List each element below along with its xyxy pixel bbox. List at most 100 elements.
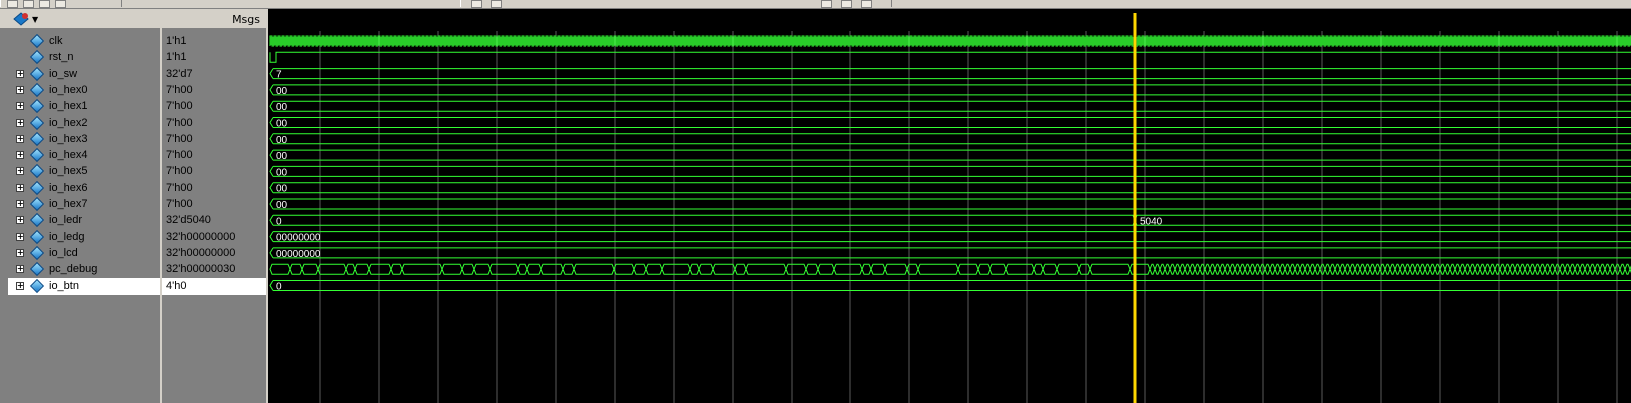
toolbar-button[interactable] — [861, 0, 872, 8]
signal-row-io-hex3[interactable]: + io_hex3 — [0, 131, 160, 148]
bus-value-label: 00 — [276, 135, 288, 146]
toolbar-button[interactable] — [471, 0, 482, 8]
signal-value-row[interactable]: 7'h00 — [162, 98, 266, 115]
toolbar-button[interactable] — [23, 0, 34, 8]
toolbar-button[interactable] — [491, 0, 502, 8]
waveform-io-lcd[interactable]: 00000000 — [269, 247, 1631, 260]
waveform-rst-n[interactable] — [269, 51, 1631, 63]
signal-value: 32'h00000000 — [166, 246, 236, 259]
signal-value-row[interactable]: 7'h00 — [162, 180, 266, 197]
signal-row-clk[interactable]: clk — [0, 33, 160, 50]
signal-value-row[interactable]: 32'd7 — [162, 66, 266, 83]
waveform-io-ledr[interactable]: 0 5040 — [269, 214, 1631, 227]
waveform-io-hex4[interactable]: 00 — [269, 149, 1631, 162]
waveform-io-sw[interactable]: 7 — [269, 68, 1631, 81]
signal-row-io-hex7[interactable]: + io_hex7 — [0, 196, 160, 213]
expand-icon[interactable]: + — [16, 182, 24, 192]
toolbar-button[interactable] — [821, 0, 832, 8]
signal-value: 1'h1 — [166, 51, 187, 64]
expand-icon[interactable]: + — [16, 84, 24, 94]
waveform-io-hex2[interactable]: 00 — [269, 117, 1631, 130]
expand-icon[interactable]: + — [16, 280, 24, 290]
signal-row-rst-n[interactable]: rst_n — [0, 49, 160, 66]
signal-diamond-icon — [29, 229, 45, 244]
expand-icon[interactable]: + — [16, 247, 24, 257]
waveform-io-hex6[interactable]: 00 — [269, 182, 1631, 195]
signal-value-row[interactable]: 32'h00000030 — [162, 261, 266, 278]
signal-name: io_hex7 — [49, 198, 88, 210]
expand-icon[interactable]: + — [16, 264, 24, 274]
waveform-io-hex7[interactable]: 00 — [269, 198, 1631, 211]
toolbar-button[interactable] — [7, 0, 18, 8]
wave-tool-icon[interactable] — [12, 12, 30, 26]
signal-value-row[interactable]: 7'h00 — [162, 163, 266, 180]
bus-value-label: 0 — [276, 216, 282, 227]
signal-value-row[interactable]: 1'h1 — [162, 49, 266, 66]
signal-diamond-icon — [29, 278, 45, 293]
signal-name: clk — [49, 35, 63, 47]
signal-value-row[interactable]: 4'h0 — [162, 277, 266, 295]
signal-value-row[interactable]: 7'h00 — [162, 147, 266, 164]
signal-name: io_sw — [49, 67, 78, 80]
signal-diamond-icon — [29, 33, 45, 49]
signal-value-row[interactable]: 32'd5040 — [162, 212, 266, 229]
toolbar-button[interactable] — [841, 0, 852, 8]
expand-icon[interactable]: + — [16, 215, 24, 225]
signal-row-io-hex2[interactable]: + io_hex2 — [0, 115, 160, 132]
signal-name: pc_debug — [49, 263, 98, 276]
toolbar-group — [460, 0, 892, 8]
signal-name: io_hex3 — [49, 132, 88, 145]
signal-value-row[interactable]: 1'h1 — [162, 33, 266, 50]
toolbar-button[interactable] — [39, 0, 50, 8]
waveform-pc-debug[interactable] — [269, 263, 1631, 275]
waveform-io-hex0[interactable]: 00 — [269, 84, 1631, 97]
expand-icon[interactable]: + — [16, 231, 24, 241]
names-header: ▼ — [0, 9, 160, 29]
waveform-pane[interactable]: 7 00 00 00 00 00 00 00 00 0 5040 00000000 00000000 0 — [266, 9, 1631, 403]
chevron-down-icon[interactable]: ▼ — [32, 15, 39, 24]
waveform-io-hex3[interactable]: 00 — [269, 133, 1631, 146]
signal-value-row[interactable]: 7'h00 — [162, 82, 266, 99]
signal-row-io-hex6[interactable]: + io_hex6 — [0, 180, 160, 197]
expand-icon[interactable]: + — [16, 117, 24, 127]
signal-diamond-icon — [29, 82, 45, 97]
signal-row-io-ledr[interactable]: + io_ledr — [0, 212, 160, 229]
toolbar-group — [0, 0, 122, 8]
expand-icon[interactable]: + — [16, 199, 24, 208]
signal-row-io-btn[interactable]: + io_btn — [8, 277, 160, 295]
signal-row-io-lcd[interactable]: + io_lcd — [0, 245, 160, 262]
signal-row-io-hex1[interactable]: + io_hex1 — [0, 98, 160, 115]
bus-wave — [269, 100, 1631, 112]
toolbar-button[interactable] — [55, 0, 66, 8]
signal-diamond-icon — [29, 99, 45, 114]
signal-name: io_ledg — [49, 230, 85, 243]
expand-icon[interactable]: + — [16, 133, 24, 143]
signal-value: 7'h00 — [166, 100, 193, 113]
waveform-io-hex5[interactable]: 00 — [269, 165, 1631, 178]
clock-wave — [269, 35, 1631, 47]
bus-value-label: 00 — [276, 184, 288, 195]
signal-value-row[interactable]: 32'h00000000 — [162, 245, 266, 262]
expand-icon[interactable]: + — [16, 68, 24, 78]
waveform-clk[interactable] — [269, 35, 1631, 47]
signal-row-io-sw[interactable]: + io_sw — [0, 66, 160, 83]
signal-value: 7'h00 — [166, 83, 193, 96]
signal-row-io-hex4[interactable]: + io_hex4 — [0, 147, 160, 164]
waveform-io-ledg[interactable]: 00000000 — [269, 231, 1631, 244]
bus-value-label: 5040 — [1140, 216, 1163, 227]
expand-icon[interactable]: + — [16, 166, 24, 176]
waveform-io-btn[interactable]: 0 — [269, 280, 1631, 293]
signal-row-io-hex0[interactable]: + io_hex0 — [0, 82, 160, 99]
signal-row-pc-debug[interactable]: + pc_debug — [0, 261, 160, 278]
bus-value-label: 00 — [276, 102, 288, 113]
signal-row-io-ledg[interactable]: + io_ledg — [0, 229, 160, 246]
signal-value-row[interactable]: 7'h00 — [162, 131, 266, 148]
signal-value-row[interactable]: 32'h00000000 — [162, 229, 266, 246]
signal-value-row[interactable]: 7'h00 — [162, 196, 266, 213]
expand-icon[interactable]: + — [16, 150, 24, 160]
signal-value-row[interactable]: 7'h00 — [162, 115, 266, 132]
signal-row-io-hex5[interactable]: + io_hex5 — [0, 163, 160, 180]
expand-icon[interactable]: + — [16, 101, 24, 111]
waveform-io-hex1[interactable]: 00 — [269, 100, 1631, 113]
